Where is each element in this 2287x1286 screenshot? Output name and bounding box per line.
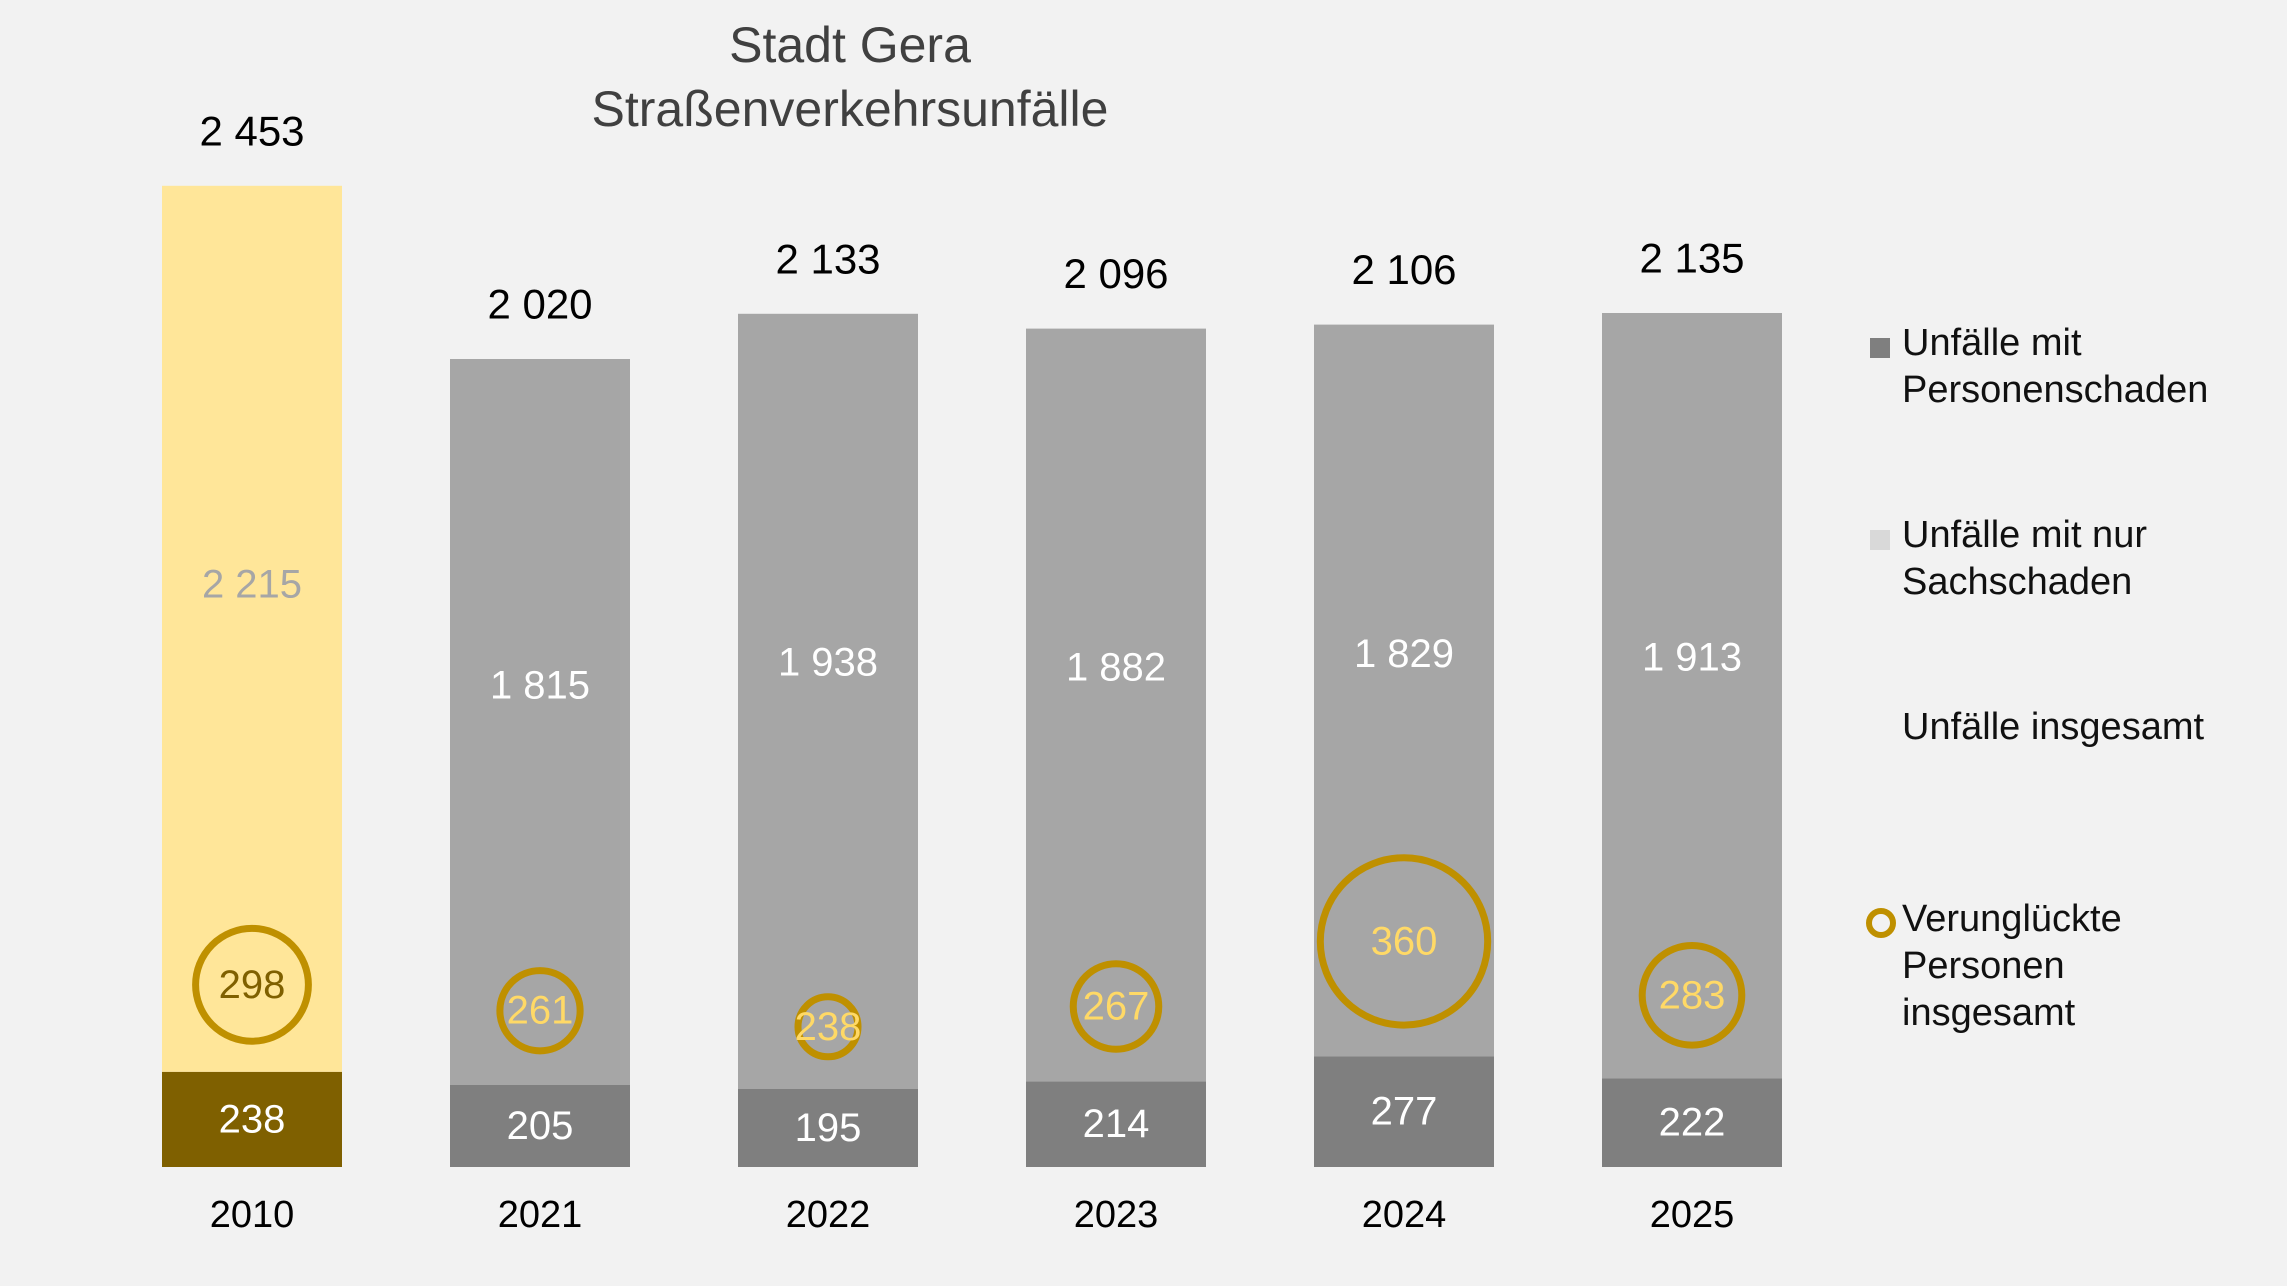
label-insgesamt: 2 133: [775, 235, 880, 282]
marker-verunglueckte: [794, 993, 862, 1061]
bar-chart: 238 2 215 2 453 298 2010 205 1 815 2 020 261 2021…: [162, 107, 1782, 1236]
legend-label: Unfälle mit nur Sachschaden: [1902, 514, 2147, 603]
legend-marker-circle-icon: [1866, 908, 1896, 938]
bar-sachschaden: [450, 359, 630, 1085]
bar-sachschaden: [1026, 328, 1206, 1082]
x-tick-label: 2023: [1074, 1194, 1159, 1236]
label-sachschaden: 1 815: [490, 664, 590, 708]
bar-sachschaden: [738, 313, 918, 1089]
label-sachschaden: 1 938: [778, 641, 878, 685]
marker-verunglueckte: [192, 924, 312, 1045]
bar-sachschaden: [1314, 324, 1494, 1057]
x-tick-label: 2025: [1650, 1194, 1735, 1236]
label-insgesamt: 2 135: [1639, 235, 1744, 282]
legend-marker-light-square: [1870, 530, 1890, 550]
bar-personenschaden: [450, 1085, 630, 1167]
legend-marker-dark-square: [1870, 338, 1890, 358]
x-tick-label: 2010: [210, 1194, 295, 1236]
marker-verunglueckte: [1069, 960, 1163, 1053]
marker-verunglueckte: [496, 967, 584, 1055]
x-tick-label: 2024: [1362, 1194, 1447, 1236]
bar-personenschaden: [1026, 1081, 1206, 1167]
marker-verunglueckte: [1316, 854, 1492, 1029]
label-personenschaden: 205: [507, 1104, 574, 1148]
label-personenschaden: 277: [1371, 1090, 1438, 1134]
label-insgesamt: 2 096: [1063, 250, 1168, 297]
bar-personenschaden: [738, 1089, 918, 1167]
label-verunglueckte: 283: [1659, 973, 1726, 1017]
bar-personenschaden: [1602, 1078, 1782, 1167]
label-sachschaden: 1 829: [1354, 632, 1454, 676]
label-verunglueckte: 298: [219, 963, 286, 1007]
chart-title-line-2: Straßenverkehrsunfälle: [591, 81, 1109, 137]
marker-verunglueckte: [1638, 942, 1746, 1049]
label-sachschaden: 2 215: [202, 563, 302, 607]
label-insgesamt: 2 106: [1351, 246, 1456, 293]
x-tick-label: 2021: [498, 1194, 583, 1236]
label-sachschaden: 1 913: [1642, 635, 1742, 679]
bar-personenschaden: [162, 1071, 342, 1167]
label-personenschaden: 214: [1083, 1102, 1150, 1146]
label-verunglueckte: 360: [1371, 919, 1438, 963]
label-sachschaden: 1 882: [1066, 645, 1166, 689]
label-personenschaden: 238: [219, 1097, 286, 1141]
legend-label: Unfälle mit Personenschaden: [1902, 322, 2209, 411]
label-insgesamt: 2 453: [199, 107, 304, 154]
label-insgesamt: 2 020: [487, 281, 592, 328]
legend-label: Verunglückte Personen insgesamt: [1902, 898, 2122, 1034]
legend-label: Unfälle insgesamt: [1902, 706, 2205, 748]
label-verunglueckte: 261: [507, 989, 574, 1033]
chart-title-line-1: Stadt Gera: [729, 17, 971, 73]
label-verunglueckte: 267: [1083, 985, 1150, 1029]
bar-sachschaden: [1602, 313, 1782, 1079]
x-tick-label: 2022: [786, 1194, 871, 1236]
bar-sachschaden: [162, 185, 342, 1072]
bar-personenschaden: [1314, 1056, 1494, 1167]
label-verunglueckte: 238: [795, 1005, 862, 1049]
label-personenschaden: 222: [1659, 1101, 1726, 1145]
label-personenschaden: 195: [795, 1106, 862, 1150]
